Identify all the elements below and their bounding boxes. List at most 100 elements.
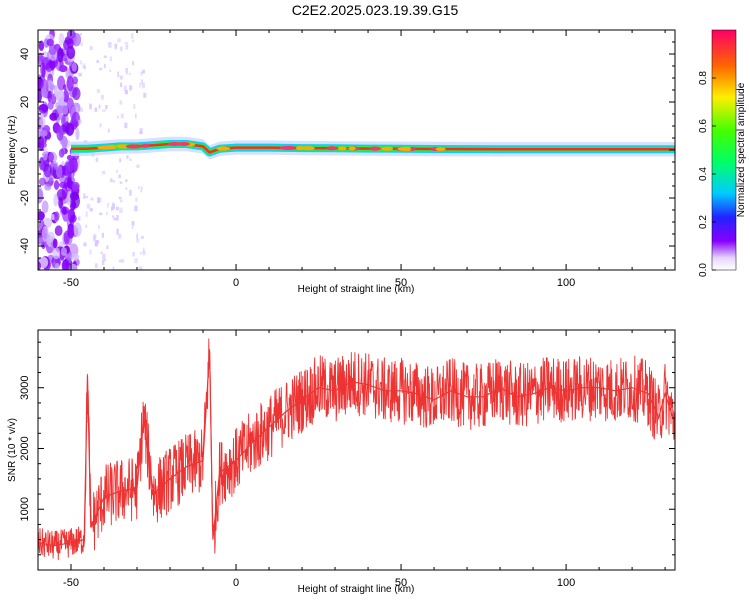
noise-speck [78,72,82,77]
noise-speck [131,33,134,39]
noise-blob [71,111,81,128]
noise-speck [126,71,128,75]
noise-speck [143,92,147,98]
noise-blob [40,61,46,78]
colorbar-tick-label: 0.4 [698,167,709,181]
noise-blob [48,43,57,56]
noise-blob [54,225,63,237]
noise-blob [38,135,45,151]
noise-blob [38,55,46,62]
noise-speck [99,67,103,71]
noise-speck [129,85,133,91]
noise-speck [123,85,128,91]
noise-speck [133,104,136,110]
ridge-hotspot [348,146,356,151]
colorbar-gradient [711,29,737,271]
colorbar-tick-label: 0.2 [698,215,709,229]
noise-speck [90,197,94,201]
noise-speck [139,82,142,88]
noise-blob [38,188,44,204]
noise-speck [112,203,115,210]
noise-speck [94,107,98,112]
spectrogram-ytick-label: 40 [19,48,31,60]
noise-speck [82,63,86,69]
noise-blob [38,256,49,269]
noise-speck [109,69,112,72]
noise-blob [38,74,42,87]
ridge-hotspot [326,146,338,151]
ridge-hotspot [279,145,294,150]
noise-speck [142,251,146,256]
noise-blob [66,75,74,92]
noise-blob [54,211,60,222]
noise-speck [139,131,142,134]
noise-speck [132,251,135,257]
noise-speck [99,212,103,216]
noise-speck [136,164,140,168]
noise-blob [53,193,59,207]
noise-speck [79,107,83,113]
noise-blob [65,161,71,177]
ridge-hotspot [435,147,446,152]
noise-blob [52,238,58,249]
noise-speck [97,197,101,204]
noise-speck [119,207,123,213]
noise-speck [134,205,138,212]
noise-blob [67,37,74,49]
noise-speck [89,249,92,255]
noise-speck [89,46,93,50]
snr-ytick-label: 3000 [19,375,31,399]
spectrogram-ytick-label: -40 [19,238,31,254]
noise-speck [120,82,123,88]
noise-blob [57,75,66,91]
ridge-hotspot [141,143,150,148]
noise-blob [47,90,52,103]
noise-speck [124,41,128,45]
spectrogram-panel: -50 0 50 100 -40 -20 0 20 40 Height of straight … [7,29,676,295]
snr-frame [37,329,676,571]
noise-speck [116,206,119,211]
noise-blob [57,47,64,63]
noise-speck [124,90,128,95]
noise-speck [115,43,117,49]
noise-blob [58,32,65,46]
spectrogram-xtick-label: 100 [557,277,575,289]
noise-speck [86,203,91,209]
ridge-hotspot [97,145,111,150]
noise-speck [85,196,89,199]
noise-blob [60,247,68,256]
noise-speck [125,68,128,73]
noise-speck [135,197,138,202]
noise-speck [135,113,137,119]
noise-speck [107,202,109,208]
spectrogram-ylabel: Frequency (Hz) [7,116,18,185]
noise-speck [131,226,134,229]
noise-blob [41,88,48,98]
noise-blob [58,197,64,209]
noise-speck [102,258,107,262]
noise-speck [96,60,99,63]
noise-speck [99,123,102,128]
colorbar-tick-label: 0.0 [698,263,709,277]
noise-speck [110,178,113,183]
noise-speck [112,266,115,270]
noise-speck [85,211,88,217]
noise-blob [47,231,55,243]
noise-blob [43,163,52,178]
noise-speck [101,260,105,266]
snr-xtick-label: 0 [233,577,239,589]
noise-speck [111,206,114,211]
noise-blob [63,176,73,192]
noise-blob [72,87,81,101]
noise-speck [119,100,122,105]
noise-speck [80,42,83,46]
noise-blob [54,262,60,270]
noise-speck [120,46,123,52]
noise-blob [62,89,70,103]
noise-speck [101,94,104,100]
noise-blob [73,222,82,238]
noise-blob [66,46,76,60]
spectrogram-ytick-label: -20 [19,190,31,206]
